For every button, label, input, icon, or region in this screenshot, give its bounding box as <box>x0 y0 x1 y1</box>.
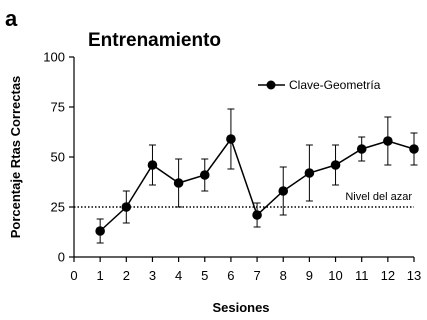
panel-label: a <box>5 6 18 31</box>
data-point <box>173 178 184 188</box>
data-point <box>356 144 367 154</box>
y-tick-label: 0 <box>58 250 65 265</box>
x-tick-label: 2 <box>123 268 130 283</box>
chart-title: Entrenamiento <box>88 30 221 51</box>
y-tick-label: 100 <box>43 50 65 65</box>
x-tick-label: 13 <box>407 268 421 283</box>
y-tick-label: 50 <box>51 150 65 165</box>
data-point <box>226 134 236 144</box>
data-series <box>95 108 419 244</box>
data-point <box>383 136 393 146</box>
y-tick-label: 75 <box>51 100 65 115</box>
data-point <box>409 144 419 154</box>
data-point <box>278 186 289 196</box>
y-axis-label: Porcentaje Rtas Correctas <box>8 76 23 239</box>
x-tick-label: 3 <box>149 268 156 283</box>
axes <box>69 56 415 262</box>
data-point <box>121 202 132 212</box>
data-point <box>147 160 158 170</box>
x-tick-label: 4 <box>175 268 182 283</box>
legend: Clave-Geometría <box>258 78 381 92</box>
x-tick-label: 10 <box>328 268 342 283</box>
x-tick-label: 6 <box>227 268 234 283</box>
data-point <box>304 168 315 178</box>
legend-marker <box>266 80 276 90</box>
data-point <box>252 210 262 220</box>
data-point <box>199 170 210 180</box>
data-point <box>330 160 341 170</box>
x-tick-label: 11 <box>355 268 369 283</box>
x-tick-label: 1 <box>97 268 104 283</box>
data-point <box>95 226 105 236</box>
x-tick-label: 8 <box>280 268 287 283</box>
y-tick-label: 25 <box>51 200 65 215</box>
x-tick-label: 7 <box>253 268 260 283</box>
x-tick-label: 9 <box>306 268 313 283</box>
x-axis-label: Sesiones <box>212 300 269 315</box>
x-tick-label: 12 <box>381 268 395 283</box>
reference-line-label: Nivel del azar <box>345 191 412 203</box>
legend-label: Clave-Geometría <box>289 78 381 92</box>
x-tick-label: 5 <box>201 268 208 283</box>
x-tick-label: 0 <box>70 268 77 283</box>
